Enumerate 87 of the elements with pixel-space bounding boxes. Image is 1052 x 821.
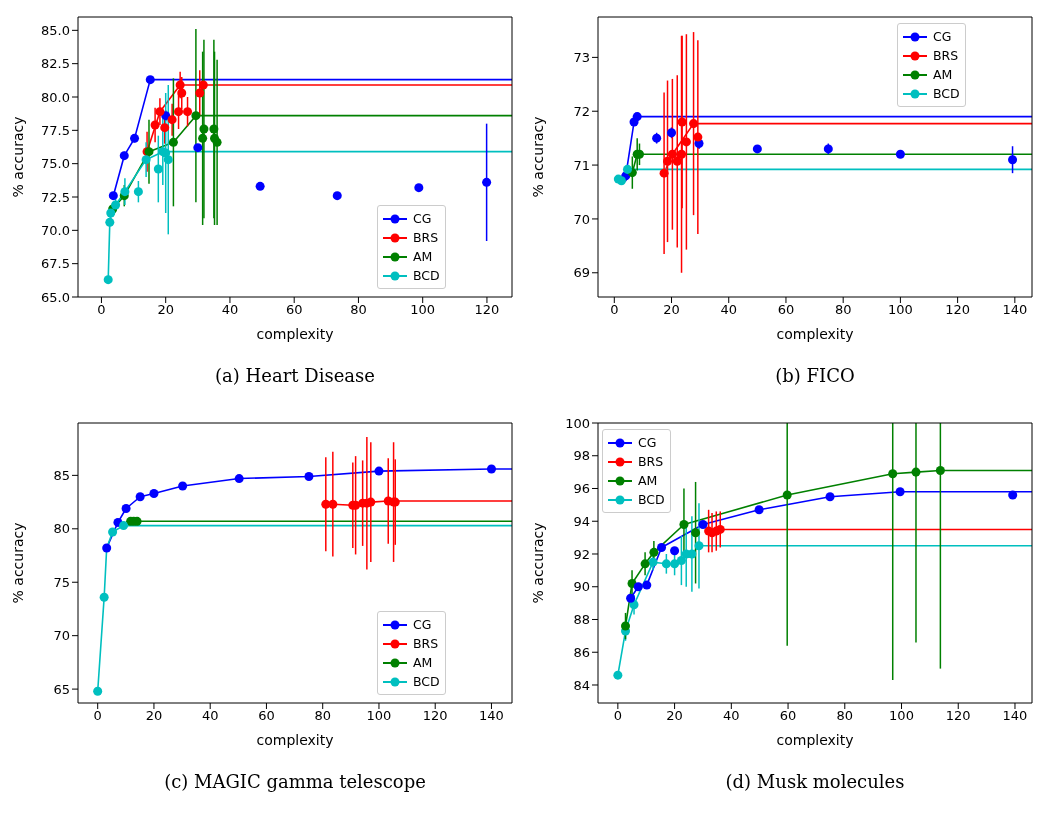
y-tick-label: 72.5 [41,189,70,205]
y-axis-title: % accuracy [529,116,546,198]
y-tick-label: 75 [53,574,70,590]
x-tick-label: 80 [314,708,331,724]
y-axis-title: % accuracy [9,116,26,198]
x-tick-label: 40 [723,708,740,724]
x-tick-label: 120 [474,302,500,318]
x-tick-label: 80 [834,302,852,318]
legend-label: BCD [413,674,440,689]
text: (c) MAGIC gamma telescope [163,771,427,792]
x-axis-title: complexity [256,732,334,748]
legend-label: AM [413,249,433,264]
legend-label: BRS [638,454,664,469]
x-tick-label: 120 [945,302,971,318]
x-tick-label: 20 [663,302,680,318]
legend-label: CG [413,617,432,632]
legend-label: CG [933,29,952,44]
x-tick-label: 120 [945,708,971,724]
y-tick-label: 80.0 [41,89,70,105]
y-tick-label: 65 [53,681,70,697]
x-tick-label: 100 [366,708,392,724]
y-tick-label: 75.0 [41,156,70,172]
text: (d) Musk molecules [724,771,906,792]
y-tick-label: 69 [573,265,590,281]
x-tick-label: 0 [610,302,619,318]
y-tick-label: 86 [573,644,590,660]
y-tick-label: 84 [573,677,590,693]
x-tick-label: 0 [93,708,102,724]
y-tick-label: 67.5 [41,256,70,272]
x-tick-label: 120 [422,708,448,724]
y-tick-label: 98 [573,448,590,464]
legend-label: BCD [933,86,960,101]
y-tick-label: 65.0 [41,289,70,305]
legend-label: BCD [413,268,440,283]
legend-label: AM [933,67,953,82]
y-axis-title: % accuracy [9,522,26,604]
x-tick-label: 0 [613,708,622,724]
x-axis-title: complexity [776,326,854,342]
y-tick-label: 82.5 [41,56,70,72]
y-axis-title: % accuracy [529,522,546,604]
y-tick-label: 92 [573,546,590,562]
y-tick-label: 88 [573,612,590,628]
y-tick-label: 73 [573,50,590,65]
x-tick-label: 80 [350,302,367,318]
x-axis-title: complexity [256,326,334,342]
y-tick-label: 71 [573,157,590,173]
y-tick-label: 80 [53,521,70,537]
x-tick-label: 20 [157,302,174,318]
x-tick-label: 40 [720,302,738,318]
x-tick-label: 60 [258,708,275,724]
y-tick-label: 77.5 [41,122,70,138]
x-tick-label: 40 [201,708,219,724]
y-tick-label: 94 [573,513,590,529]
legend-label: BRS [413,230,439,245]
x-tick-label: 0 [97,302,106,318]
legend-label: BCD [638,492,665,507]
x-tick-label: 140 [479,708,504,724]
x-tick-label: 140 [1002,708,1028,724]
legend-label: BRS [413,636,439,651]
y-tick-label: 100 [565,415,590,431]
y-tick-label: 70 [53,628,70,644]
x-tick-label: 60 [777,302,795,318]
legend-label: CG [638,435,657,450]
x-tick-label: 140 [1002,302,1028,318]
y-tick-label: 90 [573,579,590,595]
x-tick-label: 40 [221,302,239,318]
x-tick-label: 80 [836,708,854,724]
x-tick-label: 100 [887,302,913,318]
text: (a) Heart Disease [214,365,376,386]
x-tick-label: 100 [889,708,914,724]
x-tick-label: 100 [410,302,436,318]
y-tick-label: 85.0 [41,22,70,38]
y-tick-label: 70 [573,211,590,227]
y-tick-label: 96 [573,481,590,497]
x-tick-label: 60 [779,708,797,724]
x-tick-label: 20 [145,708,163,724]
x-axis-title: complexity [776,732,854,748]
legend-label: CG [413,211,432,226]
text: (b) FICO [774,365,856,386]
y-tick-label: 70.0 [41,222,70,238]
y-tick-label: 72 [573,103,590,119]
x-tick-label: 20 [666,708,683,724]
legend-label: AM [638,473,658,488]
legend-label: AM [413,655,433,670]
legend-label: BRS [933,48,959,63]
y-tick-label: 85 [53,467,70,483]
x-tick-label: 60 [285,302,303,318]
